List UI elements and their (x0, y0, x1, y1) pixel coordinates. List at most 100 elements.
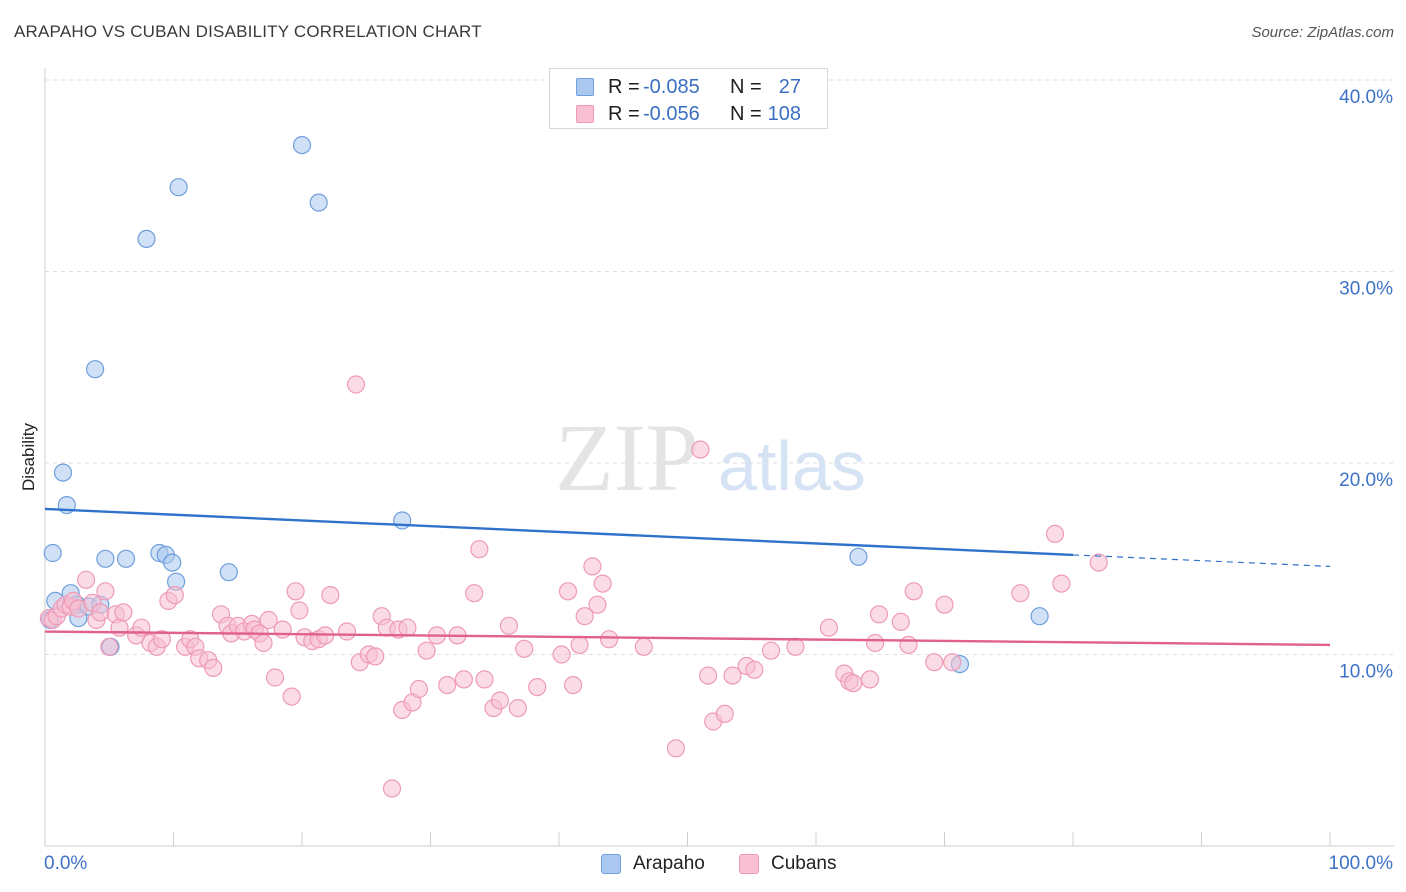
cubans-point[interactable] (860, 670, 880, 689)
cubans-point[interactable] (786, 637, 805, 656)
cubans-point[interactable] (76, 570, 96, 589)
cubans-point[interactable] (152, 630, 171, 649)
cubans-point[interactable] (515, 639, 534, 658)
arapaho-legend-swatch (601, 854, 621, 874)
n-label: N = (730, 103, 762, 125)
cubans-point[interactable] (599, 630, 619, 649)
cubans-point[interactable] (110, 618, 129, 637)
cubans-point[interactable] (691, 440, 710, 459)
cubans-point[interactable] (398, 618, 417, 637)
cubans-point[interactable] (844, 674, 863, 693)
cubans-point[interactable] (943, 653, 962, 672)
arapaho-point[interactable] (393, 511, 412, 530)
cubans-point[interactable] (337, 622, 357, 641)
cubans-point[interactable] (904, 582, 923, 601)
cubans-point[interactable] (91, 603, 110, 622)
cubans-point[interactable] (282, 687, 301, 706)
cubans-point[interactable] (204, 658, 223, 678)
stats-box: R = -0.085 N = 27 R = -0.056 N = 108 (549, 68, 828, 129)
cubans-point[interactable] (346, 375, 366, 394)
arapaho-trend-extension (1072, 554, 1331, 568)
cubans-point[interactable] (417, 641, 436, 660)
y-tick-label: 30.0% (1339, 279, 1393, 300)
arapaho-point[interactable] (292, 136, 312, 155)
watermark-atlas: atlas (718, 427, 866, 505)
cubans-point[interactable] (382, 779, 402, 798)
cubans-point[interactable] (819, 618, 839, 637)
stats-row-cubans: R = -0.056 N = 108 (550, 101, 827, 127)
cubans-point[interactable] (470, 540, 489, 559)
cubans-point[interactable] (575, 607, 594, 626)
cubans-point[interactable] (499, 616, 518, 635)
cubans-point[interactable] (570, 635, 589, 655)
cubans-point[interactable] (925, 653, 944, 672)
cubans-point[interactable] (634, 637, 653, 656)
cubans-point[interactable] (366, 647, 385, 666)
cubans-point[interactable] (593, 574, 612, 593)
arapaho-point[interactable] (169, 178, 188, 197)
cubans-point[interactable] (1045, 524, 1065, 544)
cubans-point[interactable] (745, 660, 764, 679)
cubans-point[interactable] (259, 610, 278, 630)
cubans-point[interactable] (552, 645, 571, 664)
data-points (39, 136, 1108, 798)
cubans-point[interactable] (1052, 574, 1071, 593)
cubans-point[interactable] (1011, 584, 1030, 603)
arapaho-point[interactable] (43, 543, 62, 563)
arapaho-point[interactable] (96, 549, 115, 568)
cubans-point[interactable] (1089, 553, 1108, 572)
arapaho-trend-line (44, 507, 1074, 557)
y-tick-label: 20.0% (1339, 470, 1393, 491)
cubans-point[interactable] (321, 585, 340, 605)
cubans-point[interactable] (869, 605, 889, 624)
cubans-point[interactable] (265, 668, 285, 687)
stats-row-arapaho: R = -0.085 N = 27 (550, 74, 827, 100)
cubans-point[interactable] (891, 612, 910, 632)
cubans-point[interactable] (286, 582, 305, 601)
cubans-point[interactable] (254, 633, 273, 653)
y-tick-label: 40.0% (1339, 87, 1393, 108)
arapaho-point[interactable] (849, 547, 868, 566)
cubans-point[interactable] (583, 557, 602, 576)
arapaho-point[interactable] (163, 553, 182, 572)
r-value: -0.056 (643, 103, 700, 125)
cubans-point[interactable] (761, 641, 781, 660)
watermark-zip: ZIP (555, 404, 699, 511)
cubans-point[interactable] (935, 595, 954, 614)
arapaho-point[interactable] (309, 193, 328, 212)
trend-lines (44, 507, 1331, 647)
gridlines (45, 79, 1394, 655)
cubans-point[interactable] (723, 666, 742, 685)
cubans-point[interactable] (465, 584, 484, 603)
arapaho-point[interactable] (53, 463, 73, 482)
cubans-point[interactable] (508, 698, 528, 718)
arapaho-point[interactable] (219, 563, 238, 582)
cubans-point[interactable] (588, 595, 607, 614)
cubans-point[interactable] (409, 679, 428, 699)
cubans-point[interactable] (899, 635, 918, 655)
n-value: 27 (778, 76, 801, 98)
cubans-point[interactable] (558, 582, 578, 601)
arapaho-point[interactable] (116, 549, 136, 568)
cubans-point[interactable] (563, 675, 583, 695)
cubans-point[interactable] (100, 637, 119, 656)
r-label: R = (608, 76, 640, 98)
cubans-point[interactable] (475, 670, 494, 689)
arapaho-point[interactable] (137, 229, 156, 248)
cubans-point[interactable] (290, 601, 309, 620)
cubans-point[interactable] (528, 677, 547, 697)
cubans-point[interactable] (273, 620, 292, 639)
arapaho-point[interactable] (85, 360, 105, 379)
cubans-point[interactable] (715, 704, 734, 724)
arapaho-point[interactable] (1030, 607, 1049, 626)
cubans-point[interactable] (490, 691, 509, 710)
cubans-point[interactable] (698, 666, 718, 685)
cubans-point[interactable] (865, 633, 885, 653)
source-label: Source: ZipAtlas.com (1251, 24, 1394, 41)
cubans-point[interactable] (96, 582, 115, 601)
cubans-point[interactable] (438, 675, 457, 695)
cubans-point[interactable] (454, 670, 473, 689)
cubans-point[interactable] (165, 585, 184, 605)
cubans-point[interactable] (666, 739, 686, 758)
cubans-point[interactable] (114, 603, 133, 622)
